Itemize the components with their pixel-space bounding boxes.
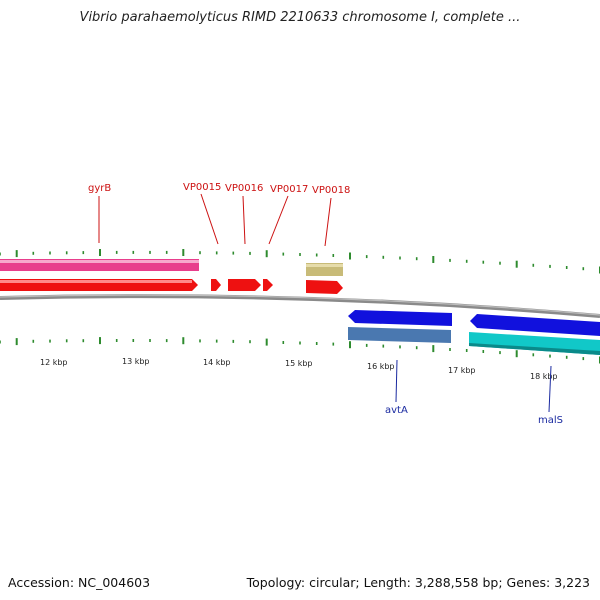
tick-label-18kbp: 18 kbp — [530, 372, 558, 381]
accession-text: Accession: NC_004603 — [8, 575, 151, 590]
forward-features — [0, 259, 343, 294]
forward-gene-labels: gyrB VP0015 VP0016 VP0017 VP0018 — [88, 182, 350, 196]
tick-label-13kbp: 13 kbp — [122, 357, 150, 366]
gene-label-VP0017[interactable]: VP0017 — [270, 184, 308, 195]
gene-label-VP0015[interactable]: VP0015 — [183, 182, 221, 193]
inner-tick-ring — [0, 337, 600, 364]
map-title: Vibrio parahaemolyticus RIMD 2210633 chr… — [79, 10, 521, 25]
gene-malS-arrow[interactable] — [470, 314, 600, 336]
reverse-features — [348, 310, 600, 355]
topology-summary: Topology: circular; Length: 3,288,558 bp… — [246, 575, 590, 590]
outer-tick-ring — [0, 249, 600, 274]
tick-label-14kbp: 14 kbp — [203, 358, 231, 367]
reverse-label-leaders — [395, 359, 552, 413]
gene-VP0016-arrow[interactable] — [228, 279, 261, 291]
gene-label-malS[interactable]: malS — [538, 415, 563, 426]
gene-label-VP0016[interactable]: VP0016 — [225, 183, 263, 194]
tick-label-17kbp: 17 kbp — [448, 366, 476, 375]
forward-label-leaders — [98, 193, 332, 247]
gene-avtA-arrow[interactable] — [348, 310, 452, 326]
tick-label-12kbp: 12 kbp — [40, 358, 68, 367]
reverse-gene-labels: avtA malS — [385, 405, 563, 426]
gene-label-VP0018[interactable]: VP0018 — [312, 185, 350, 196]
scale-labels: 12 kbp 13 kbp 14 kbp 15 kbp 16 kbp 17 kb… — [40, 357, 558, 381]
gene-VP0018-arrow[interactable] — [306, 280, 343, 294]
gene-VP0015-arrow[interactable] — [211, 279, 221, 291]
chromosome-backbone — [0, 294, 600, 318]
gene-label-gyrB[interactable]: gyrB — [88, 183, 111, 194]
tick-label-15kbp: 15 kbp — [285, 359, 313, 368]
gene-steel-feature[interactable] — [348, 327, 451, 343]
gene-label-avtA[interactable]: avtA — [385, 405, 408, 416]
tick-label-16kbp: 16 kbp — [367, 362, 395, 371]
gene-VP0017-arrow[interactable] — [263, 279, 273, 291]
